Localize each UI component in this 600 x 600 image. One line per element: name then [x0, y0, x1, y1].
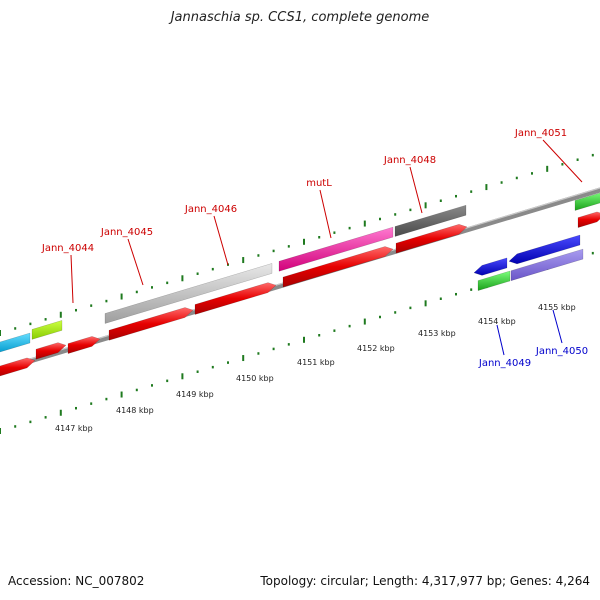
ruler-label: 4154 kbp	[478, 317, 516, 326]
accession-text: Accession: NC_007802	[8, 574, 145, 588]
gene-feature	[394, 204, 467, 237]
ruler-label: 4151 kbp	[297, 358, 335, 367]
gene-label: mutL	[306, 178, 332, 189]
ruler-label: 4152 kbp	[357, 344, 395, 353]
gene-feature	[104, 263, 273, 324]
gene-callout-line	[213, 215, 229, 266]
gene-cds-arrow	[108, 307, 194, 341]
gene-cds-arrow	[194, 282, 277, 315]
gene-label: Jann_4051	[514, 128, 567, 139]
ruler-label: 4150 kbp	[236, 374, 274, 383]
gene-cds-arrow	[473, 257, 508, 276]
gene-cds-arrow	[0, 357, 36, 377]
gene-label: Jann_4044	[41, 243, 94, 254]
gene-label: Jann_4050	[535, 346, 588, 357]
gene-feature	[278, 226, 394, 272]
gene-callout-line	[542, 139, 583, 183]
gene-callout-line	[496, 324, 505, 356]
gene-cds-arrow	[67, 336, 101, 354]
gene-feature	[574, 192, 600, 211]
gene-label: Jann_4048	[383, 155, 436, 166]
gene-cds-arrow	[395, 224, 468, 254]
gene-feature	[0, 332, 31, 353]
gene-label: Jann_4046	[184, 204, 237, 215]
gene-feature	[477, 270, 511, 291]
gene-label: Jann_4045	[100, 227, 153, 238]
gene-feature	[31, 320, 63, 340]
gene-label: Jann_4049	[478, 358, 531, 369]
map-title: Jannaschia sp. CCS1, complete genome	[170, 10, 430, 25]
gene-cds-arrow	[35, 342, 67, 360]
gene-callout-line	[70, 254, 74, 304]
ruler-label: 4147 kbp	[55, 424, 93, 433]
gene-cds-arrow	[508, 234, 581, 265]
gene-callout-line	[127, 238, 144, 286]
gene-callout-line	[552, 309, 563, 344]
genome-summary-text: Topology: circular; Length: 4,317,977 bp…	[260, 574, 590, 588]
gene-callout-line	[319, 189, 332, 239]
gene-feature	[510, 248, 584, 282]
ruler-label: 4155 kbp	[538, 303, 576, 312]
ruler-label: 4153 kbp	[418, 329, 456, 338]
gene-cds-arrow	[577, 211, 600, 228]
ruler-label: 4148 kbp	[116, 406, 154, 415]
gene-cds-arrow	[282, 246, 394, 288]
gene-callout-line	[409, 166, 423, 214]
ruler-label: 4149 kbp	[176, 390, 214, 399]
